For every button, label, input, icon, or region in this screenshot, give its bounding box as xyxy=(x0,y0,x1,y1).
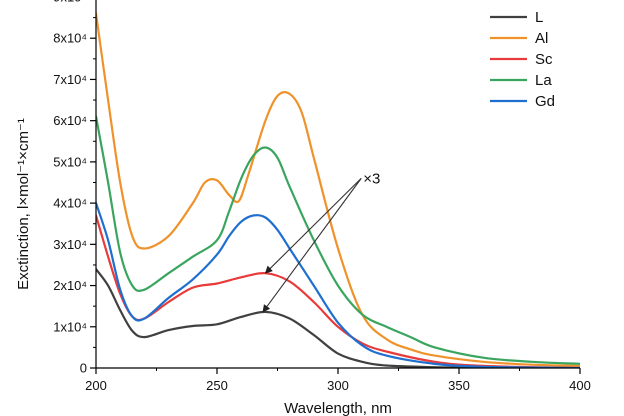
y-ticks: 0 1x10⁴ 2x10⁴ 3x10⁴ 4x10⁴ 5x10⁴ 6x10⁴ 7x10⁴ 8x10… xyxy=(53,0,96,376)
x-tick-label: 350 xyxy=(448,378,470,393)
series-line-l xyxy=(96,268,580,368)
legend-label-gd: Gd xyxy=(535,93,555,110)
annotation-arrow xyxy=(262,178,362,313)
y-tick-label: 8x10⁴ xyxy=(53,31,87,46)
x-tick-label: 300 xyxy=(327,378,349,393)
legend-label-l: L xyxy=(535,9,543,26)
x-tick-label: 250 xyxy=(206,378,228,393)
y-tick-label: 0 xyxy=(80,361,87,376)
annotation-arrow xyxy=(264,177,362,274)
series-line-sc xyxy=(96,214,580,368)
y-tick-label: 2x10⁴ xyxy=(53,278,87,293)
annotation: ×3 xyxy=(262,170,380,313)
y-tick-label: 4x10⁴ xyxy=(53,196,87,211)
x-ticks: 200 250 300 350 400 xyxy=(85,368,591,393)
series-line-al xyxy=(96,12,580,367)
y-tick-label: 5x10⁴ xyxy=(53,154,87,169)
x-axis-title: Wavelength, nm xyxy=(284,400,392,416)
axes xyxy=(95,0,580,369)
series-line-la xyxy=(96,115,580,365)
y-tick-label: 3x10⁴ xyxy=(53,237,87,252)
legend-label-la: La xyxy=(535,72,552,89)
legend: L Al Sc La Gd xyxy=(490,9,555,110)
y-tick-label: 9x10⁴ xyxy=(53,0,87,5)
y-tick-label: 1x10⁴ xyxy=(53,319,87,334)
legend-label-sc: Sc xyxy=(535,51,553,68)
annotation-label: ×3 xyxy=(363,170,380,187)
y-tick-label: 6x10⁴ xyxy=(53,113,87,128)
x-tick-label: 400 xyxy=(569,378,591,393)
x-tick-label: 200 xyxy=(85,378,107,393)
y-tick-label: 7x10⁴ xyxy=(53,72,87,87)
series-layer xyxy=(96,12,580,368)
legend-label-al: Al xyxy=(535,30,548,47)
series-line-gd xyxy=(96,202,580,368)
y-axis-title: Exctinction, l×mol⁻¹×cm⁻¹ xyxy=(15,118,32,290)
